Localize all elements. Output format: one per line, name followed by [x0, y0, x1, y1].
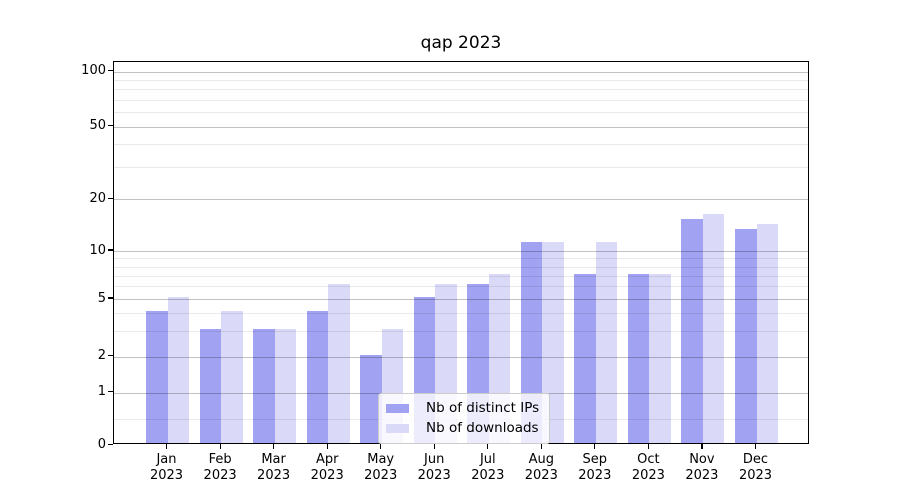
y-tick-mark-1: [108, 391, 113, 393]
gridline-major-20: [114, 199, 808, 201]
bar-distinct-ips-feb: [199, 329, 222, 443]
y-tick-label-50: 50: [89, 118, 106, 134]
x-tick-label-jan: Jan 2023: [149, 452, 184, 483]
x-tick-label-aug: Aug 2023: [524, 452, 558, 483]
x-tick-label-mar: Mar 2023: [257, 452, 291, 483]
gridline-major-50: [114, 126, 808, 128]
y-tick-label-20: 20: [89, 190, 106, 206]
bar-distinct-ips-sep: [574, 273, 596, 443]
gridline-minor-80: [114, 89, 808, 91]
legend-label-distinct-ips: Nb of distinct IPs: [426, 400, 540, 416]
y-tick-mark-5: [108, 297, 113, 299]
gridline-minor-70: [114, 100, 808, 101]
y-tick-mark-0: [108, 443, 113, 445]
y-tick-mark-2: [108, 355, 113, 357]
legend-swatch-distinct-ips: [386, 403, 409, 413]
gridline-minor-30: [114, 167, 808, 169]
legend: Nb of distinct IPs Nb of downloads: [378, 393, 551, 444]
x-tick-label-oct: Oct 2023: [631, 452, 665, 483]
bar-downloads-feb: [221, 311, 243, 443]
gridline-minor-7: [114, 275, 808, 277]
x-tick-mark-apr: [326, 444, 328, 449]
x-tick-label-nov: Nov 2023: [685, 452, 719, 483]
bar-distinct-ips-oct: [627, 273, 650, 443]
y-tick-label-0: 0: [97, 436, 106, 452]
grid-layer: [114, 62, 808, 443]
gridline-major-10: [114, 251, 808, 252]
x-tick-mark-jan: [165, 444, 168, 449]
gridline-minor-8: [114, 266, 808, 268]
bar-downloads-dec: [756, 223, 778, 443]
y-tick-mark-100: [108, 70, 113, 72]
bar-downloads-jan: [167, 297, 189, 443]
x-tick-label-sep: Sep 2023: [578, 452, 612, 483]
bar-distinct-ips-apr: [306, 311, 329, 443]
x-tick-label-may: May 2023: [364, 452, 398, 483]
y-tick-mark-50: [108, 125, 113, 127]
y-tick-mark-20: [108, 197, 113, 199]
x-tick-mark-jun: [433, 444, 435, 449]
x-tick-label-jun: Jun 2023: [417, 452, 451, 483]
y-tick-mark-10: [108, 249, 113, 251]
bar-downloads-mar: [274, 329, 297, 443]
y-tick-label-1: 1: [97, 384, 106, 400]
x-tick-mark-sep: [594, 444, 596, 449]
x-tick-mark-nov: [701, 444, 703, 449]
x-tick-mark-may: [380, 444, 382, 449]
bar-downloads-oct: [649, 273, 671, 443]
legend-swatch-downloads: [386, 423, 409, 433]
bar-downloads-sep: [595, 241, 618, 443]
bar-distinct-ips-dec: [735, 229, 757, 443]
x-tick-label-dec: Dec 2023: [738, 452, 773, 483]
gridline-major-100: [114, 71, 808, 73]
gridline-minor-9: [114, 258, 808, 260]
chart-title: qap 2023: [420, 33, 502, 53]
x-tick-mark-aug: [540, 444, 542, 449]
plot-area: [113, 61, 809, 444]
x-tick-label-jul: Jul 2023: [471, 452, 505, 483]
gridline-minor-90: [114, 80, 808, 82]
bar-distinct-ips-aug: [520, 241, 543, 443]
bar-distinct-ips-may: [360, 354, 382, 443]
bar-distinct-ips-nov: [681, 218, 703, 443]
x-tick-mark-jul: [487, 444, 489, 449]
gridline-major-5: [114, 299, 808, 300]
gridline-major-2: [114, 356, 808, 358]
gridline-minor-4: [114, 313, 808, 315]
bar-downloads-aug: [542, 241, 564, 443]
gridline-minor-3: [114, 331, 808, 333]
x-tick-mark-dec: [754, 444, 757, 449]
y-tick-label-5: 5: [97, 290, 106, 306]
gridline-minor-6: [114, 286, 808, 288]
bar-downloads-nov: [702, 213, 725, 443]
bar-distinct-ips-mar: [253, 329, 275, 443]
x-tick-mark-mar: [273, 444, 275, 449]
bar-downloads-apr: [328, 284, 350, 443]
y-tick-label-100: 100: [81, 63, 106, 79]
x-tick-label-feb: Feb 2023: [203, 452, 237, 483]
x-tick-label-apr: Apr 2023: [310, 452, 344, 483]
y-tick-label-10: 10: [89, 242, 106, 258]
legend-label-downloads: Nb of downloads: [426, 420, 539, 436]
x-tick-mark-feb: [219, 444, 221, 449]
gridline-minor-60: [114, 112, 808, 114]
legend-item-downloads: Nb of downloads: [386, 418, 539, 438]
legend-item-distinct-ips: Nb of distinct IPs: [386, 398, 539, 418]
x-tick-mark-oct: [647, 444, 650, 449]
bar-distinct-ips-jan: [146, 311, 168, 443]
gridline-minor-40: [114, 144, 808, 146]
y-tick-label-2: 2: [97, 348, 106, 364]
